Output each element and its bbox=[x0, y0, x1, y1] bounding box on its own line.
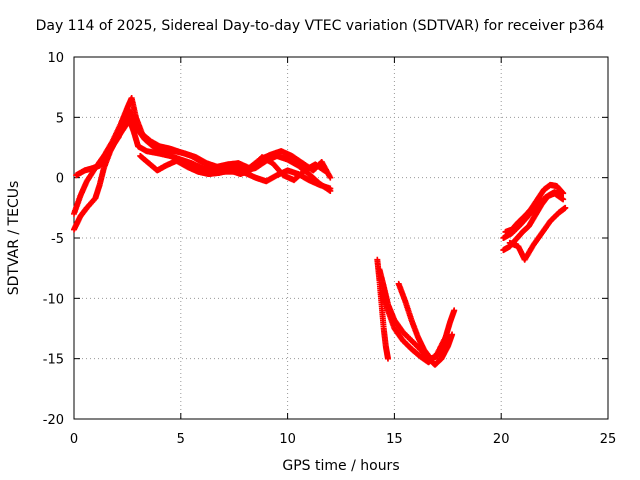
data-point bbox=[562, 204, 569, 211]
x-tick-label: 15 bbox=[386, 432, 403, 447]
y-tick-label: 10 bbox=[47, 51, 64, 66]
data-point bbox=[327, 185, 334, 192]
x-tick-label: 0 bbox=[70, 432, 78, 447]
data-point bbox=[451, 307, 458, 314]
x-tick-label: 5 bbox=[177, 432, 185, 447]
y-tick-label: -20 bbox=[43, 413, 64, 428]
data-point bbox=[560, 196, 567, 203]
data-point bbox=[323, 168, 330, 175]
y-tick-label: 5 bbox=[56, 111, 64, 126]
y-tick-label: -15 bbox=[43, 353, 64, 368]
data-point bbox=[446, 333, 453, 340]
data-point bbox=[327, 174, 334, 181]
x-tick-label: 20 bbox=[493, 432, 510, 447]
chart-title: Day 114 of 2025, Sidereal Day-to-day VTE… bbox=[35, 18, 605, 34]
y-tick-label: -5 bbox=[51, 232, 64, 247]
y-tick-label: 0 bbox=[56, 172, 64, 187]
y-tick-label: -10 bbox=[43, 292, 64, 307]
y-axis-label: SDTVAR / TECUs bbox=[6, 181, 22, 296]
data-point bbox=[384, 355, 391, 362]
x-axis-label: GPS time / hours bbox=[282, 458, 399, 474]
x-tick-label: 25 bbox=[600, 432, 617, 447]
x-tick-label: 10 bbox=[279, 432, 296, 447]
